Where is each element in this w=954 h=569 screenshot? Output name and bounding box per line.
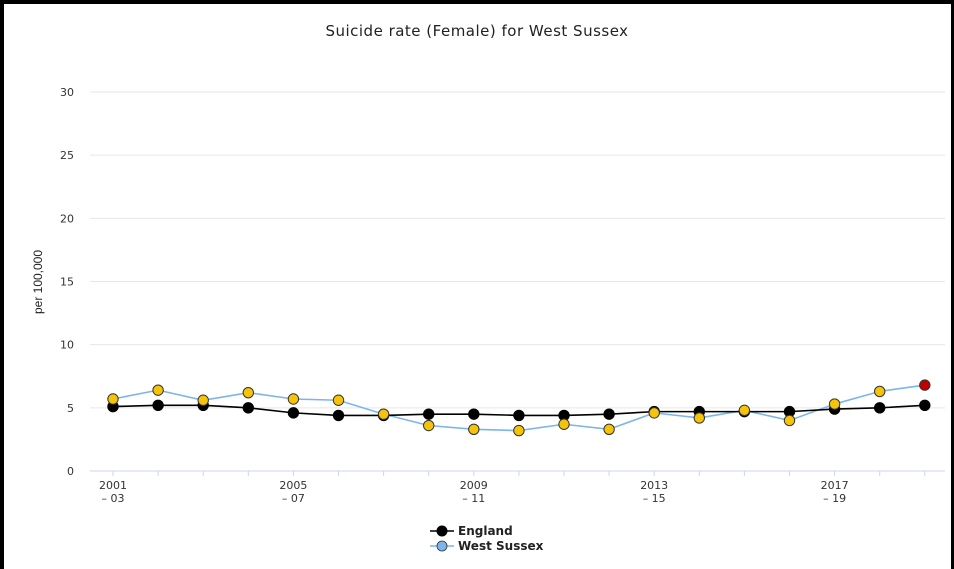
west-sussex-point-3 (242, 386, 255, 399)
x-tick-label-2001: 2001 (99, 479, 127, 492)
legend-england-marker-icon (430, 525, 454, 536)
legend-item-west-sussex[interactable]: West Sussex (430, 538, 543, 553)
west-sussex-point-16 (828, 398, 841, 410)
west-sussex-point-15 (783, 414, 796, 427)
x-tick-label-2017: 2017 (821, 479, 849, 492)
west-sussex-point-2 (197, 394, 209, 406)
x-tick-label-2005: 2005 (279, 479, 307, 492)
england-point-18 (919, 399, 931, 412)
legend-west-sussex-marker-icon (430, 540, 454, 551)
west-sussex-point-6 (377, 408, 390, 420)
x-tick-label-2017-end: – 19 (823, 492, 846, 505)
england-point-8 (468, 408, 480, 420)
west-sussex-point-18 (919, 379, 931, 391)
west-sussex-point-9 (513, 424, 525, 437)
west-sussex-point-4 (287, 393, 300, 405)
england-point-11 (603, 408, 615, 420)
chart-title: Suicide rate (Female) for West Sussex (325, 22, 629, 40)
west-sussex-point-11 (603, 423, 615, 436)
england-point-17 (874, 402, 886, 414)
y-tick-label-0: 0 (67, 465, 74, 478)
y-tick-label-20: 20 (60, 212, 74, 225)
x-tick-label-2005-end: – 07 (282, 492, 305, 505)
west-sussex-point-13 (693, 412, 705, 424)
west-sussex-point-10 (558, 418, 570, 430)
west-sussex-point-5 (332, 394, 345, 406)
x-tick-label-2013-end: – 15 (643, 492, 666, 505)
legend-england-label: England (458, 523, 513, 538)
y-axis-label: per 100,000 (31, 250, 45, 314)
west-sussex-point-17 (874, 385, 886, 398)
england-point-4 (287, 407, 300, 419)
legend-item-england[interactable]: England (430, 523, 543, 538)
x-tick-label-2013: 2013 (640, 479, 668, 492)
x-tick-label-2001-end: – 03 (102, 492, 125, 505)
x-tick-label-2009-end: – 11 (462, 492, 485, 505)
england-point-9 (513, 409, 525, 422)
y-tick-label-15: 15 (60, 276, 74, 289)
west-sussex-point-12 (648, 407, 660, 419)
west-sussex-point-8 (468, 423, 480, 436)
x-tick-label-2009: 2009 (460, 479, 488, 492)
west-sussex-point-0 (107, 393, 119, 405)
west-sussex-point-14 (738, 404, 751, 417)
y-tick-label-5: 5 (67, 402, 74, 415)
england-point-5 (332, 409, 345, 422)
west-sussex-point-1 (152, 384, 164, 396)
west-sussex-point-7 (423, 419, 435, 432)
chart-legend: England West Sussex (430, 523, 543, 553)
england-point-3 (242, 402, 255, 414)
y-tick-label-25: 25 (60, 149, 74, 162)
legend-west-sussex-label: West Sussex (458, 538, 544, 553)
y-tick-label-10: 10 (60, 339, 74, 352)
england-point-7 (423, 408, 435, 420)
england-point-1 (152, 399, 164, 412)
y-tick-label-30: 30 (60, 86, 74, 99)
